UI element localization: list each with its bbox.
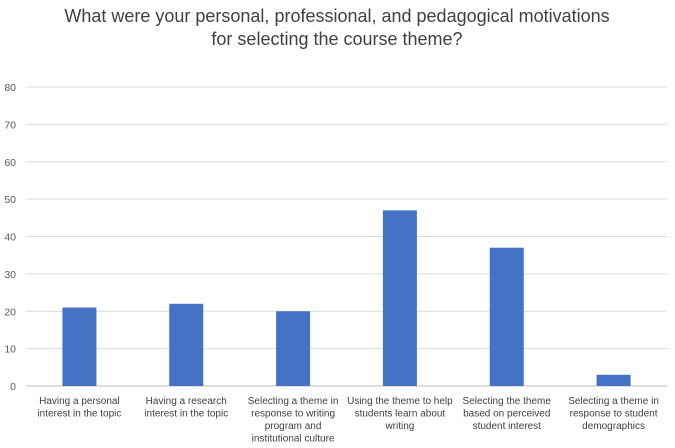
y-tick-label: 0 [10,381,16,393]
x-category-label-line: program and [265,421,322,432]
x-category-label-line: writing [384,421,414,432]
bar [382,210,417,386]
x-category-label: Selecting the theme based on perceived stu… [463,396,552,432]
x-category-label-line: students learn about [355,409,446,420]
x-category-label-line: based on perceived [463,409,550,420]
x-category-label-line: student interest [473,421,542,432]
bar [489,247,524,386]
chart-title-line-2: for selecting the course theme? [211,29,462,49]
x-category-label-line: Using the theme to help [347,396,453,407]
x-category-label-line: Selecting the theme [463,396,552,407]
x-category-label-line: interest in the topic [144,409,228,420]
x-category-label-line: response to writing [251,409,335,420]
y-tick-label: 60 [4,157,16,169]
x-category-label: Having a personal interest in the topic [37,396,121,420]
y-tick-label: 30 [4,269,16,281]
bar [169,303,204,386]
bar [596,374,631,386]
y-tick-label: 10 [4,344,16,356]
y-tick-label: 70 [4,119,16,131]
x-category-label-line: Having a personal [39,396,120,407]
y-tick-label: 80 [4,82,16,94]
x-category-label-line: Selecting a theme in [568,396,659,407]
x-category-label-line: institutional culture [252,434,335,445]
x-category-label-line: demographics [582,421,645,432]
chart-title: What were your personal, professional, a… [64,6,609,49]
y-tick-label: 50 [4,194,16,206]
x-category-label: Using the theme to help students learn ab… [347,396,453,432]
bar [62,307,97,386]
x-category-label-line: response to student [570,409,658,420]
y-axis-tick-labels: 0 10 20 30 40 50 60 70 80 [4,82,16,393]
x-category-label-line: Selecting a theme in [248,396,339,407]
x-category-label-line: interest in the topic [37,409,121,420]
x-category-label: Having a research interest in the topic [144,396,228,420]
x-category-label: Selecting a theme in response to writing p… [248,396,339,445]
chart-title-line-1: What were your personal, professional, a… [64,6,609,26]
x-category-label-line: Having a research [146,396,227,407]
bars [62,210,631,386]
x-category-label: Selecting a theme in response to student d… [568,396,659,432]
y-tick-label: 20 [4,306,16,318]
gridlines [26,86,667,387]
y-tick-label: 40 [4,232,16,244]
x-axis-category-labels: Having a personal interest in the topicHa… [37,396,658,445]
bar [276,311,311,386]
